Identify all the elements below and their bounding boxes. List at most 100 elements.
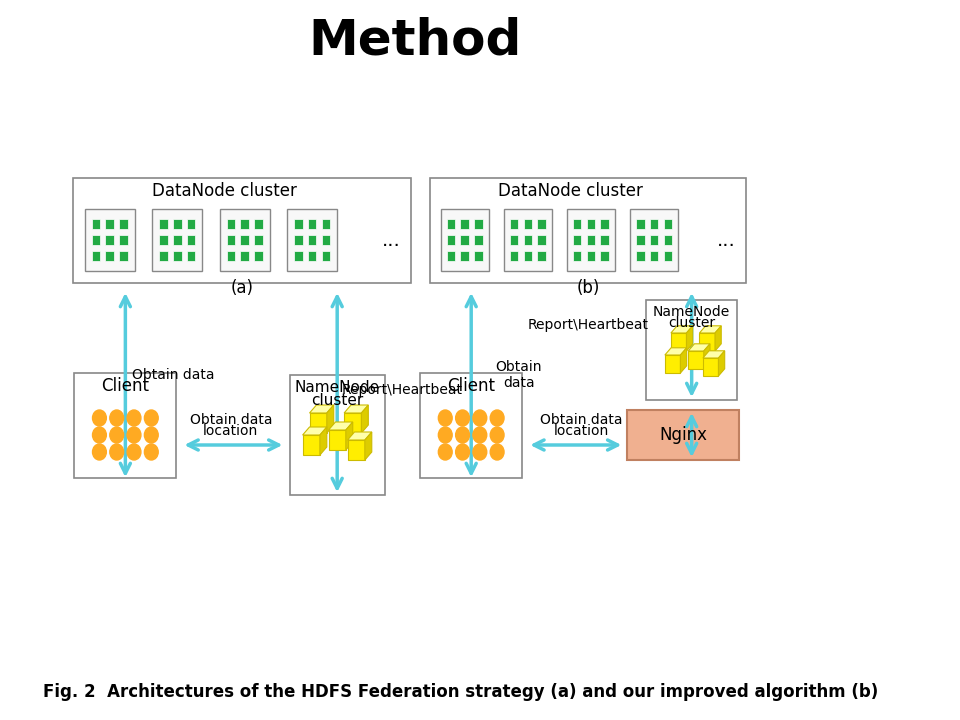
FancyBboxPatch shape bbox=[290, 375, 385, 495]
Bar bbox=[573, 219, 582, 229]
Bar bbox=[650, 235, 659, 245]
Circle shape bbox=[109, 444, 124, 460]
Text: Fig. 2  Architectures of the HDFS Federation strategy (a) and our improved algor: Fig. 2 Architectures of the HDFS Federat… bbox=[43, 683, 878, 701]
Circle shape bbox=[456, 427, 469, 443]
FancyBboxPatch shape bbox=[430, 178, 746, 282]
Text: DataNode cluster: DataNode cluster bbox=[153, 181, 298, 199]
Bar bbox=[227, 219, 235, 229]
Circle shape bbox=[109, 427, 124, 443]
Bar bbox=[650, 251, 659, 261]
Bar bbox=[227, 235, 235, 245]
FancyBboxPatch shape bbox=[688, 351, 704, 369]
Circle shape bbox=[144, 427, 158, 443]
FancyBboxPatch shape bbox=[74, 372, 177, 477]
Polygon shape bbox=[715, 326, 721, 351]
Bar bbox=[461, 235, 469, 245]
Bar bbox=[173, 235, 181, 245]
Polygon shape bbox=[326, 405, 334, 433]
Circle shape bbox=[473, 444, 487, 460]
Bar bbox=[91, 251, 100, 261]
Bar bbox=[119, 251, 128, 261]
Bar bbox=[538, 219, 546, 229]
Bar bbox=[187, 251, 196, 261]
Text: cluster: cluster bbox=[668, 316, 715, 330]
Circle shape bbox=[439, 410, 452, 426]
Text: Nginx: Nginx bbox=[659, 426, 707, 444]
FancyBboxPatch shape bbox=[566, 209, 615, 271]
Text: Obtain data: Obtain data bbox=[189, 413, 272, 427]
Text: Client: Client bbox=[102, 377, 150, 395]
Bar bbox=[650, 219, 659, 229]
Polygon shape bbox=[704, 344, 710, 369]
Bar bbox=[254, 235, 263, 245]
FancyBboxPatch shape bbox=[627, 410, 739, 460]
Circle shape bbox=[491, 427, 504, 443]
Polygon shape bbox=[681, 348, 686, 373]
Circle shape bbox=[491, 444, 504, 460]
Text: location: location bbox=[204, 424, 258, 438]
Polygon shape bbox=[361, 405, 369, 433]
Circle shape bbox=[491, 410, 504, 426]
Bar bbox=[308, 235, 317, 245]
FancyBboxPatch shape bbox=[665, 355, 681, 373]
Circle shape bbox=[456, 444, 469, 460]
Bar bbox=[446, 219, 455, 229]
Text: ...: ... bbox=[382, 230, 401, 250]
Polygon shape bbox=[718, 351, 725, 376]
Bar bbox=[510, 235, 518, 245]
Polygon shape bbox=[665, 348, 686, 355]
Text: Report\Heartbeat: Report\Heartbeat bbox=[527, 318, 648, 332]
Bar bbox=[240, 219, 249, 229]
Polygon shape bbox=[320, 427, 326, 455]
Text: NameNode: NameNode bbox=[653, 305, 731, 319]
Text: (b): (b) bbox=[576, 279, 600, 297]
Bar bbox=[474, 235, 483, 245]
Bar bbox=[173, 219, 181, 229]
Bar bbox=[573, 235, 582, 245]
Bar bbox=[636, 219, 644, 229]
Bar bbox=[474, 251, 483, 261]
Bar bbox=[240, 251, 249, 261]
Bar bbox=[538, 251, 546, 261]
Bar bbox=[159, 219, 168, 229]
Bar bbox=[227, 251, 235, 261]
Circle shape bbox=[473, 410, 487, 426]
Text: Report\Heartbeat: Report\Heartbeat bbox=[342, 383, 463, 397]
FancyBboxPatch shape bbox=[700, 333, 715, 351]
Bar bbox=[322, 219, 330, 229]
Bar bbox=[254, 251, 263, 261]
Bar bbox=[308, 251, 317, 261]
Polygon shape bbox=[688, 344, 710, 351]
Bar bbox=[119, 219, 128, 229]
Bar bbox=[587, 219, 595, 229]
Text: location: location bbox=[553, 424, 609, 438]
Circle shape bbox=[127, 427, 141, 443]
Polygon shape bbox=[302, 427, 326, 435]
Bar bbox=[461, 251, 469, 261]
FancyBboxPatch shape bbox=[309, 413, 326, 433]
Bar bbox=[663, 219, 672, 229]
Bar bbox=[523, 219, 532, 229]
Polygon shape bbox=[703, 351, 725, 358]
Bar bbox=[106, 219, 114, 229]
Bar bbox=[106, 251, 114, 261]
Circle shape bbox=[439, 427, 452, 443]
Text: ...: ... bbox=[717, 230, 736, 250]
Bar bbox=[587, 235, 595, 245]
Circle shape bbox=[144, 410, 158, 426]
FancyBboxPatch shape bbox=[504, 209, 552, 271]
FancyBboxPatch shape bbox=[220, 209, 270, 271]
Bar bbox=[474, 219, 483, 229]
Bar bbox=[294, 235, 302, 245]
Circle shape bbox=[92, 444, 107, 460]
Bar bbox=[446, 235, 455, 245]
Bar bbox=[461, 219, 469, 229]
Bar bbox=[600, 251, 609, 261]
Bar bbox=[538, 235, 546, 245]
Circle shape bbox=[109, 410, 124, 426]
Bar bbox=[446, 251, 455, 261]
Bar bbox=[510, 251, 518, 261]
Bar bbox=[159, 235, 168, 245]
FancyBboxPatch shape bbox=[84, 209, 134, 271]
FancyBboxPatch shape bbox=[287, 209, 337, 271]
